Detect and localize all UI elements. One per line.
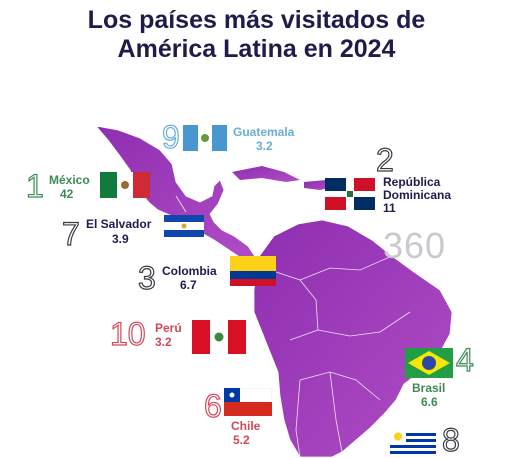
label-dominican-republic-line-1: República <box>383 175 441 189</box>
label-guatemala: Guatemala <box>233 125 295 139</box>
el-salvador-flag-icon <box>164 215 204 237</box>
rank-chile: 6 <box>203 388 222 424</box>
rank-dominican-republic: 2 <box>375 142 394 178</box>
label-chile: Chile <box>231 419 261 433</box>
label-peru: Perú <box>155 321 182 335</box>
rank-guatemala: 9 <box>161 119 180 155</box>
rank-uruguay: 8 <box>441 422 460 458</box>
value-chile: 5.2 <box>233 433 250 447</box>
value-colombia: 6.7 <box>180 278 197 292</box>
label-colombia: Colombia <box>162 264 217 278</box>
map-cuba <box>232 166 300 182</box>
colombia-flag-icon <box>230 256 276 286</box>
label-brazil: Brasil <box>412 381 446 395</box>
value-brazil: 6.6 <box>421 395 438 409</box>
value-guatemala: 3.2 <box>256 139 273 153</box>
label-el-salvador: El Salvador <box>86 217 152 231</box>
chart-title: Los países más visitados de América Lati… <box>0 6 513 64</box>
dominican-republic-flag-icon <box>325 178 375 210</box>
rank-el-salvador: 7 <box>61 216 80 252</box>
rank-mexico: 1 <box>25 168 44 204</box>
rank-peru: 10 <box>109 316 146 352</box>
value-peru: 3.2 <box>155 335 172 349</box>
label-dominican-republic-line-2: Dominicana <box>383 188 452 202</box>
chile-flag-icon <box>224 388 272 416</box>
map-borders <box>139 189 411 457</box>
rank-colombia: 3 <box>137 260 156 296</box>
value-dominican-republic: 11 <box>383 201 396 215</box>
chart-title-line-1: Los países más visitados de <box>87 6 426 34</box>
uruguay-flag-icon <box>390 430 436 457</box>
rank-brazil: 4 <box>455 342 474 378</box>
value-mexico: 42 <box>60 187 74 201</box>
label-mexico: México <box>49 173 90 187</box>
chart-title-line-2: América Latina en 2024 <box>117 35 396 63</box>
mexico-flag-icon <box>100 172 150 198</box>
guatemala-flag-icon <box>183 125 227 151</box>
value-el-salvador: 3.9 <box>112 232 129 246</box>
watermark-logo: 360 <box>383 225 447 266</box>
map-south-america <box>253 219 453 457</box>
brazil-flag-icon <box>405 348 453 378</box>
peru-flag-icon <box>192 320 246 354</box>
